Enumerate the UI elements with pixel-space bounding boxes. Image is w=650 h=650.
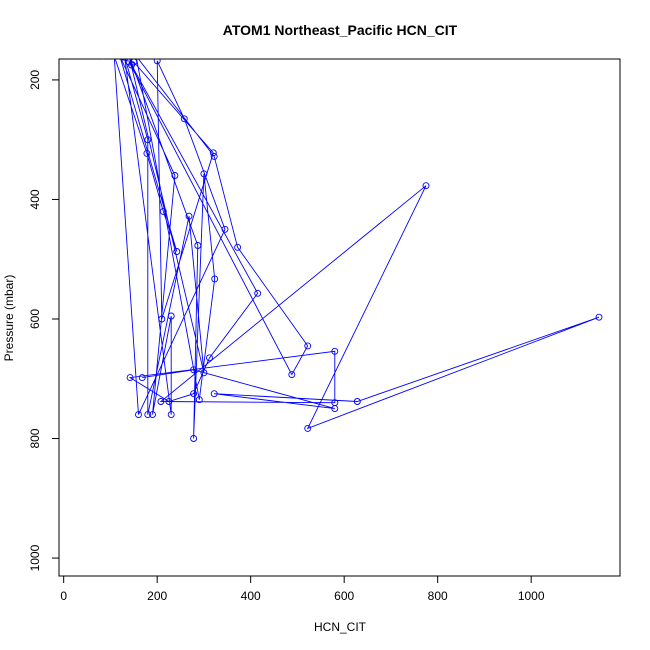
- data-point: [144, 411, 152, 419]
- data-point: [122, 59, 127, 60]
- data-point: [180, 115, 188, 123]
- data-point: [171, 172, 179, 179]
- data-point: [422, 182, 430, 190]
- data-point: [595, 313, 603, 321]
- y-axis: 200 400 600 800 1000: [28, 70, 60, 571]
- data-point: [209, 149, 217, 157]
- x-tick-label: 1000: [518, 589, 545, 603]
- data-point: [158, 315, 166, 323]
- data-point: [234, 243, 242, 251]
- y-tick-label: 200: [28, 70, 42, 90]
- x-axis: 0 200 400 600 800 1000: [60, 575, 545, 603]
- data-point: [353, 398, 361, 405]
- x-tick-label: 600: [334, 589, 354, 603]
- data-point: [210, 390, 218, 398]
- data-point: [153, 59, 161, 65]
- data-point: [190, 366, 198, 374]
- y-tick-label: 1000: [28, 544, 42, 571]
- data-point: [254, 289, 262, 297]
- data-point: [288, 371, 296, 379]
- x-tick-label: 0: [60, 589, 67, 603]
- data-point: [185, 212, 193, 220]
- data-point: [157, 398, 165, 405]
- data-point: [304, 424, 312, 432]
- data-point: [165, 398, 173, 405]
- data-point: [126, 374, 134, 382]
- data-point: [134, 59, 138, 60]
- data-point: [143, 149, 151, 157]
- data-point: [304, 342, 312, 350]
- data-point: [159, 207, 167, 215]
- data-point: [173, 248, 181, 255]
- data-point: [138, 374, 146, 382]
- x-tick-label: 800: [428, 589, 448, 603]
- data-point: [118, 59, 122, 60]
- y-tick-label: 600: [28, 309, 42, 329]
- data-point: [206, 354, 213, 362]
- data-point: [144, 136, 152, 144]
- data-point: [135, 411, 142, 419]
- data-point: [194, 242, 202, 249]
- data-point: [200, 369, 208, 377]
- x-tick-label: 200: [147, 589, 167, 603]
- chart-title: ATOM1 Northeast_Pacific HCN_CIT: [223, 22, 458, 38]
- data-point: [190, 435, 198, 442]
- series-layer: [101, 59, 603, 442]
- data-point: [190, 390, 198, 398]
- data-point: [195, 396, 203, 404]
- data-point: [149, 411, 156, 419]
- y-axis-label: Pressure (mbar): [2, 275, 16, 362]
- data-point: [167, 411, 175, 419]
- data-point: [211, 275, 219, 283]
- data-point: [167, 312, 175, 320]
- x-axis-label: HCN_CIT: [314, 620, 367, 634]
- data-point: [210, 152, 218, 160]
- data-point: [112, 59, 116, 60]
- data-point: [331, 347, 339, 355]
- x-tick-label: 400: [241, 589, 261, 603]
- data-point: [127, 59, 131, 60]
- data-point: [101, 59, 106, 60]
- y-tick-label: 800: [28, 428, 42, 448]
- data-point: [200, 170, 208, 178]
- y-tick-label: 400: [28, 189, 42, 209]
- data-point: [128, 61, 135, 69]
- data-point: [221, 225, 229, 233]
- series-line: [113, 59, 600, 439]
- data-point: [331, 405, 339, 413]
